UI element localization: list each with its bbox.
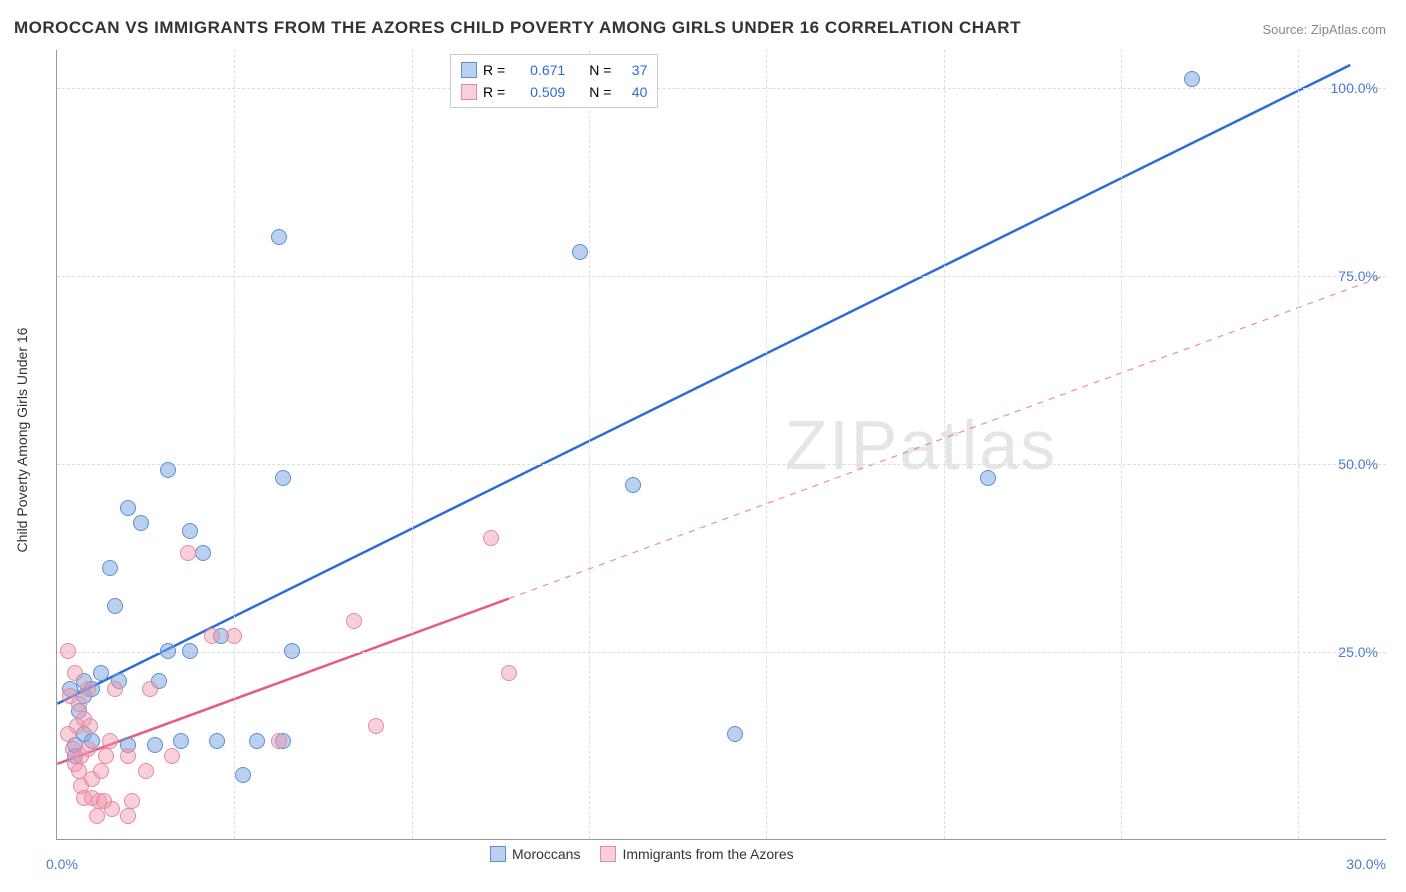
y-tick-label: 75.0% [1338,268,1378,284]
scatter-point [727,726,743,742]
legend-n-label: N = [589,62,611,78]
x-tick-label: 0.0% [46,856,78,872]
regression-line [57,65,1350,704]
scatter-point [572,244,588,260]
scatter-point [346,613,362,629]
scatter-point [93,763,109,779]
stats-legend-row: R = 0.671 N = 37 [461,59,647,81]
scatter-point [501,665,517,681]
legend-r-value: 0.509 [511,84,565,100]
y-tick-label: 25.0% [1338,644,1378,660]
y-tick-label: 100.0% [1331,80,1378,96]
scatter-point [980,470,996,486]
scatter-point [368,718,384,734]
scatter-point [107,598,123,614]
scatter-point [104,801,120,817]
scatter-point [160,643,176,659]
gridline-vertical [412,50,413,839]
gridline-vertical [1298,50,1299,839]
stats-legend-row: R = 0.509 N = 40 [461,81,647,103]
scatter-point [124,793,140,809]
legend-r-value: 0.671 [511,62,565,78]
scatter-point [133,515,149,531]
plot-area: ZIPatlas 25.0% 50.0% 75.0% 100.0% [56,50,1386,840]
scatter-point [160,462,176,478]
scatter-point [249,733,265,749]
legend-r-label: R = [483,62,505,78]
gridline-vertical [944,50,945,839]
legend-swatch [600,846,616,862]
scatter-point [284,643,300,659]
gridline-vertical [1121,50,1122,839]
scatter-point [164,748,180,764]
gridline-vertical [234,50,235,839]
gridline-vertical [589,50,590,839]
scatter-point [67,665,83,681]
regression-line-extrapolated [509,275,1386,598]
scatter-point [120,500,136,516]
scatter-point [1184,71,1200,87]
scatter-point [180,545,196,561]
scatter-point [142,681,158,697]
series-legend-item: Moroccans [490,846,580,862]
legend-swatch [490,846,506,862]
legend-n-label: N = [589,84,611,100]
scatter-point [226,628,242,644]
scatter-point [275,470,291,486]
scatter-point [80,681,96,697]
scatter-point [107,681,123,697]
legend-swatch [461,84,477,100]
gridline-horizontal [57,464,1386,465]
scatter-point [209,733,225,749]
scatter-point [138,763,154,779]
scatter-point [102,560,118,576]
stats-legend: R = 0.671 N = 37 R = 0.509 N = 40 [450,54,658,108]
gridline-vertical [766,50,767,839]
scatter-point [82,718,98,734]
y-tick-label: 50.0% [1338,456,1378,472]
scatter-point [195,545,211,561]
scatter-point [182,523,198,539]
watermark: ZIPatlas [784,405,1057,485]
scatter-point [60,643,76,659]
gridline-horizontal [57,276,1386,277]
chart-title: MOROCCAN VS IMMIGRANTS FROM THE AZORES C… [14,18,1021,38]
scatter-point [271,229,287,245]
series-legend-label: Moroccans [512,846,580,862]
scatter-point [93,665,109,681]
legend-r-label: R = [483,84,505,100]
scatter-point [182,643,198,659]
scatter-point [271,733,287,749]
scatter-point [173,733,189,749]
scatter-point [120,808,136,824]
legend-n-value: 37 [617,62,647,78]
series-legend-item: Immigrants from the Azores [600,846,793,862]
scatter-point [625,477,641,493]
source-attribution: Source: ZipAtlas.com [1262,22,1386,37]
scatter-point [120,748,136,764]
scatter-point [71,696,87,712]
gridline-horizontal [57,652,1386,653]
scatter-point [98,748,114,764]
legend-n-value: 40 [617,84,647,100]
scatter-point [102,733,118,749]
gridline-horizontal [57,88,1386,89]
scatter-point [483,530,499,546]
scatter-point [235,767,251,783]
scatter-point [147,737,163,753]
y-axis-title: Child Poverty Among Girls Under 16 [14,328,30,553]
regression-lines [57,50,1386,839]
series-legend-label: Immigrants from the Azores [622,846,793,862]
scatter-point [89,808,105,824]
x-tick-label: 30.0% [1346,856,1386,872]
series-legend: Moroccans Immigrants from the Azores [490,846,794,862]
legend-swatch [461,62,477,78]
scatter-point [80,741,96,757]
scatter-point [204,628,220,644]
